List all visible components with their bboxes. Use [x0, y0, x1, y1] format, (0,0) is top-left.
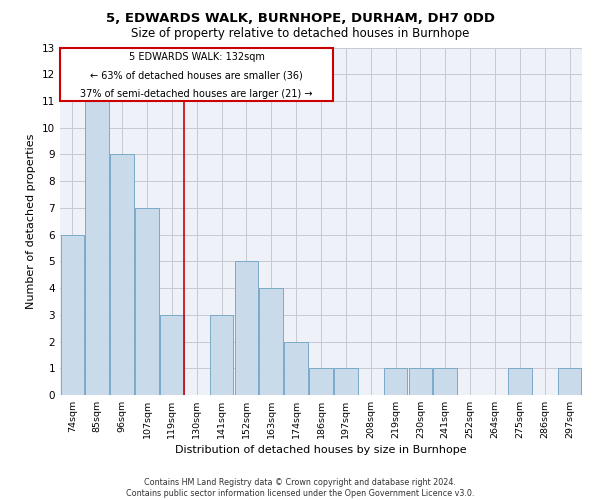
- Bar: [433, 368, 457, 395]
- Text: 5, EDWARDS WALK, BURNHOPE, DURHAM, DH7 0DD: 5, EDWARDS WALK, BURNHOPE, DURHAM, DH7 0…: [106, 12, 494, 26]
- Bar: [135, 208, 159, 395]
- Bar: [210, 315, 233, 395]
- Bar: [160, 315, 184, 395]
- Bar: [334, 368, 358, 395]
- Bar: [508, 368, 532, 395]
- Text: Size of property relative to detached houses in Burnhope: Size of property relative to detached ho…: [131, 28, 469, 40]
- Bar: [384, 368, 407, 395]
- Bar: [61, 234, 84, 395]
- Text: 5 EDWARDS WALK: 132sqm: 5 EDWARDS WALK: 132sqm: [129, 52, 265, 62]
- Text: 37% of semi-detached houses are larger (21) →: 37% of semi-detached houses are larger (…: [80, 88, 313, 99]
- Bar: [235, 262, 258, 395]
- Text: ← 63% of detached houses are smaller (36): ← 63% of detached houses are smaller (36…: [91, 70, 303, 81]
- Bar: [409, 368, 432, 395]
- Bar: [110, 154, 134, 395]
- Bar: [309, 368, 333, 395]
- FancyBboxPatch shape: [60, 48, 334, 101]
- Bar: [558, 368, 581, 395]
- Bar: [284, 342, 308, 395]
- Text: Contains HM Land Registry data © Crown copyright and database right 2024.
Contai: Contains HM Land Registry data © Crown c…: [126, 478, 474, 498]
- Y-axis label: Number of detached properties: Number of detached properties: [26, 134, 37, 309]
- X-axis label: Distribution of detached houses by size in Burnhope: Distribution of detached houses by size …: [175, 445, 467, 455]
- Bar: [85, 101, 109, 395]
- Bar: [259, 288, 283, 395]
